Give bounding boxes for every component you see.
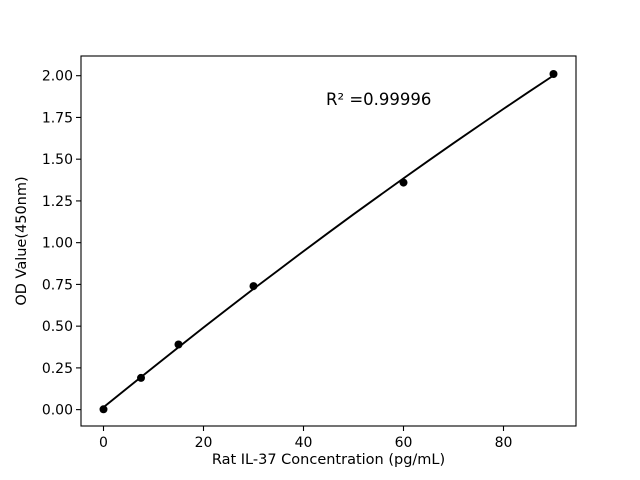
data-point bbox=[174, 340, 183, 349]
y-tick-label: 1.25 bbox=[42, 194, 73, 210]
data-point bbox=[137, 373, 145, 382]
y-tick-label: 1.50 bbox=[42, 152, 73, 168]
x-axis-label: Rat IL-37 Concentration (pg/mL) bbox=[212, 452, 445, 468]
y-tick-label: 1.75 bbox=[42, 110, 73, 126]
y-tick-label: 2.00 bbox=[42, 69, 73, 85]
x-tick-label: 20 bbox=[195, 435, 213, 451]
y-tick-label: 0.75 bbox=[42, 277, 73, 293]
y-tick-label: 0.00 bbox=[42, 403, 73, 419]
axes-frame bbox=[80, 55, 577, 427]
y-tick-label: 0.50 bbox=[42, 319, 73, 335]
y-tick-label: 1.00 bbox=[42, 236, 73, 252]
plot-area: 0 20 40 60 80 0.00 0.25 0.50 0.75 1.00 1.25 1.50 1.7… bbox=[42, 55, 577, 451]
data-point bbox=[99, 405, 108, 414]
x-tick-label: 0 bbox=[99, 435, 108, 451]
data-point bbox=[399, 178, 408, 187]
r-squared-annotation: R² =0.99996 bbox=[326, 90, 431, 109]
x-tick-label: 80 bbox=[495, 435, 513, 451]
y-axis-label: OD Value(450nm) bbox=[14, 176, 30, 305]
x-tick-label: 60 bbox=[395, 435, 413, 451]
y-tick-label: 0.25 bbox=[42, 361, 73, 377]
data-point bbox=[249, 282, 258, 291]
data-point bbox=[549, 70, 558, 78]
x-tick-label: 40 bbox=[295, 435, 313, 451]
